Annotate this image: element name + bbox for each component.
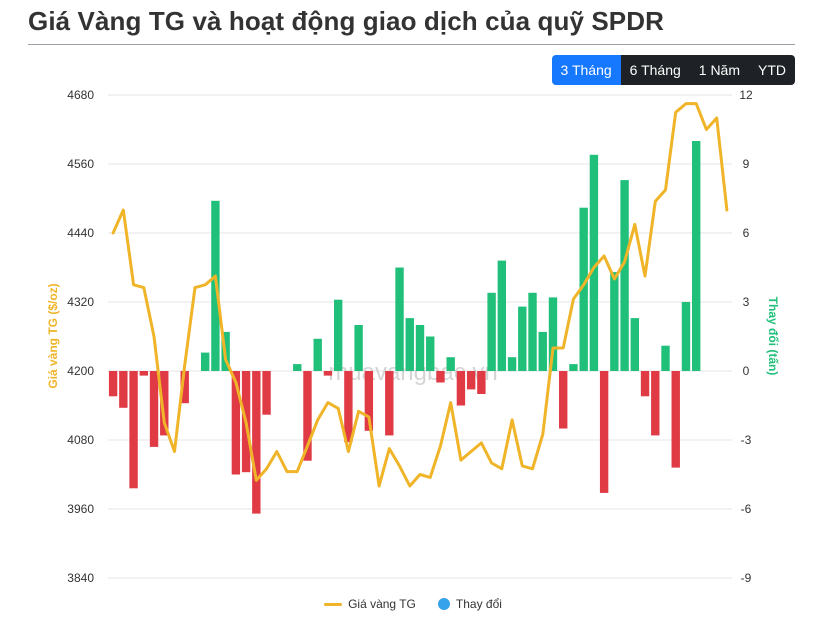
change-bar — [569, 364, 578, 371]
legend-label-change: Thay đổi — [455, 597, 502, 611]
right-tick-label: -6 — [741, 502, 752, 516]
change-bar — [661, 345, 670, 371]
change-bar — [149, 371, 159, 447]
change-bar — [119, 371, 128, 408]
right-tick-label: 3 — [743, 295, 750, 309]
legend-item-gold-price[interactable]: Giá vàng TG — [324, 597, 416, 611]
change-bar — [395, 267, 404, 371]
left-tick-label: 4320 — [67, 295, 94, 309]
change-bar — [456, 371, 466, 406]
change-bar — [538, 331, 547, 371]
change-bar — [466, 371, 476, 390]
change-bar — [426, 336, 435, 371]
gold-price-line — [111, 102, 729, 488]
tab-ytd[interactable]: YTD — [749, 55, 795, 85]
change-bar — [671, 371, 680, 468]
chart-legend: Giá vàng TG Thay đổi — [0, 597, 826, 611]
change-bar — [630, 318, 640, 371]
change-bar — [313, 338, 322, 371]
left-tick-label: 4440 — [67, 226, 94, 240]
change-bar — [200, 352, 210, 371]
change-bar — [252, 371, 261, 514]
legend-item-change[interactable]: Thay đổi — [437, 597, 502, 611]
right-axis-label: Thay đổi (tấn) — [766, 297, 780, 376]
change-bars — [108, 141, 701, 514]
change-bar — [344, 371, 353, 443]
change-bar — [323, 371, 333, 376]
change-bar — [610, 272, 619, 371]
change-bar — [640, 371, 650, 397]
right-tick-label: 12 — [739, 88, 753, 102]
change-bar — [477, 371, 486, 394]
change-bar — [559, 371, 568, 429]
change-bar — [160, 371, 169, 436]
change-bar — [303, 371, 312, 461]
gold-price-series-line — [111, 102, 729, 488]
title-divider — [28, 44, 795, 45]
right-tick-label: 9 — [743, 157, 750, 171]
legend-line-swatch — [324, 602, 343, 606]
change-bar — [262, 371, 271, 415]
change-bar — [681, 302, 691, 371]
change-bar — [333, 299, 343, 371]
change-bar — [139, 371, 148, 376]
change-bar — [364, 371, 374, 431]
change-bar — [415, 325, 425, 371]
left-tick-label: 4080 — [67, 433, 94, 447]
change-bar — [405, 318, 414, 371]
left-tick-label: 4560 — [67, 157, 94, 171]
right-tick-label: -3 — [741, 433, 752, 447]
change-bar — [231, 371, 241, 475]
left-tick-label: 4200 — [67, 364, 94, 378]
change-bar — [487, 292, 496, 371]
legend-dot-swatch — [437, 598, 450, 610]
change-bar — [354, 325, 363, 371]
legend-label-gold-price: Giá vàng TG — [348, 597, 416, 611]
change-bar — [293, 364, 302, 371]
right-axis-ticks: -9 -6 -3 0 3 6 9 12 — [739, 88, 753, 585]
right-tick-label: 6 — [743, 226, 750, 240]
change-bar — [507, 357, 517, 371]
change-bar — [108, 371, 118, 397]
right-tick-label: 0 — [743, 364, 750, 378]
range-tab-group: 3 Tháng 6 Tháng 1 Năm YTD — [551, 55, 795, 85]
right-tick-label: -9 — [741, 571, 752, 585]
change-bar — [180, 371, 189, 404]
change-bar — [436, 371, 445, 383]
change-bar — [497, 260, 507, 371]
left-tick-label: 3840 — [67, 571, 94, 585]
tab-3-months[interactable]: 3 Tháng — [551, 55, 621, 85]
change-bar — [385, 371, 394, 436]
change-bar — [599, 371, 609, 493]
tab-6-months[interactable]: 6 Tháng — [620, 55, 690, 85]
left-tick-label: 3960 — [67, 502, 94, 516]
change-bar — [651, 371, 660, 436]
change-bar — [620, 180, 629, 371]
page-title: Giá Vàng TG và hoạt động giao dịch của q… — [28, 6, 664, 36]
change-bar — [692, 141, 701, 371]
change-bar — [129, 371, 138, 489]
change-bar — [579, 207, 588, 371]
change-bar — [548, 297, 558, 371]
tab-1-year[interactable]: 1 Năm — [689, 55, 749, 85]
left-axis-label: Giá vàng TG ($/oz) — [46, 283, 60, 388]
change-bar — [518, 306, 527, 371]
change-bar — [589, 154, 599, 371]
change-bar — [446, 357, 455, 371]
left-tick-label: 4680 — [67, 88, 94, 102]
change-bar — [528, 292, 537, 371]
left-axis-ticks: 3840 3960 4080 4200 4320 4440 4560 4680 — [67, 88, 94, 585]
